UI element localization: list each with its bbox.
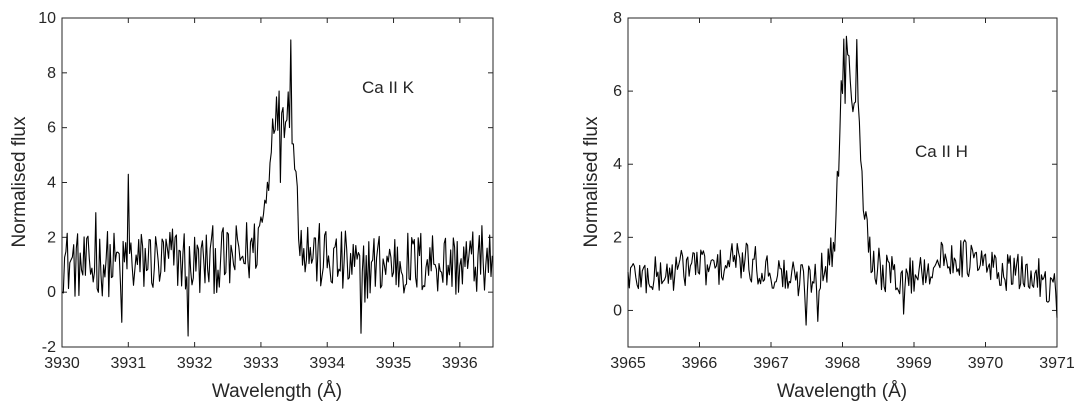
y-axis-label: Normalised flux — [581, 116, 602, 247]
y-tick-label: 2 — [613, 229, 622, 246]
y-tick-label: 0 — [613, 302, 622, 319]
y-axis-label: Normalised flux — [9, 116, 30, 247]
x-tick-label: 3966 — [682, 355, 718, 372]
x-axis-label: Wavelength (Å) — [777, 381, 907, 402]
y-tick-label: 8 — [613, 10, 622, 27]
chart-panel-ca-ii-k: 3930 3931 3932 3933 3934 3935 3936 -2 0 2 4 6 8 10 C… — [9, 10, 494, 402]
y-tick-label: -2 — [42, 339, 56, 356]
y-tick-label: 8 — [47, 65, 56, 82]
y-tick-label: 4 — [613, 156, 622, 173]
x-axis-ticks: 3965 3966 3967 3968 3969 3970 3971 — [610, 18, 1075, 372]
x-tick-label: 3932 — [177, 355, 213, 372]
x-tick-label: 3971 — [1039, 355, 1075, 372]
x-tick-label: 3935 — [376, 355, 412, 372]
x-tick-label: 3969 — [896, 355, 932, 372]
spectrum-line — [627, 35, 1058, 326]
x-axis-label: Wavelength (Å) — [212, 381, 342, 402]
x-tick-label: 3936 — [442, 355, 478, 372]
x-tick-label: 3934 — [309, 355, 345, 372]
x-tick-label: 3931 — [111, 355, 147, 372]
x-tick-label: 3970 — [968, 355, 1004, 372]
y-tick-label: 2 — [47, 229, 56, 246]
x-tick-label: 3930 — [44, 355, 80, 372]
x-tick-label: 3965 — [610, 355, 646, 372]
y-tick-label: 6 — [613, 83, 622, 100]
y-axis-ticks: 0 2 4 6 8 — [613, 10, 1057, 319]
line-annotation: Ca II K — [362, 78, 415, 97]
plot-frame — [61, 17, 494, 348]
spectrum-line — [61, 39, 493, 337]
y-axis-ticks: -2 0 2 4 6 8 10 — [38, 10, 493, 356]
y-tick-label: 10 — [38, 10, 56, 27]
line-annotation: Ca II H — [915, 142, 968, 161]
x-tick-label: 3968 — [825, 355, 861, 372]
y-tick-label: 6 — [47, 120, 56, 137]
chart-panel-ca-ii-h: 3965 3966 3967 3968 3969 3970 3971 0 2 4 6 8 Ca II… — [581, 10, 1075, 402]
y-tick-label: 4 — [47, 175, 56, 192]
x-axis-ticks: 3930 3931 3932 3933 3934 3935 3936 — [44, 18, 478, 372]
x-tick-label: 3967 — [753, 355, 789, 372]
x-tick-label: 3933 — [243, 355, 279, 372]
y-tick-label: 0 — [47, 284, 56, 301]
plot-frame — [627, 17, 1058, 348]
